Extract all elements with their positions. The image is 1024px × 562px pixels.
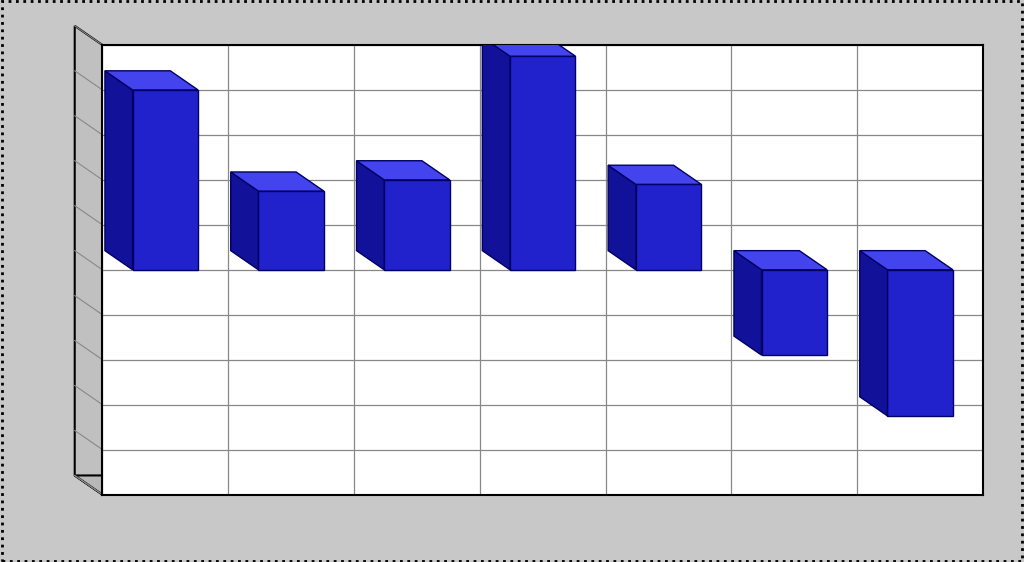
Polygon shape — [132, 90, 198, 270]
Polygon shape — [75, 26, 102, 495]
Polygon shape — [482, 37, 575, 56]
Polygon shape — [104, 71, 198, 90]
Polygon shape — [762, 270, 827, 355]
Polygon shape — [734, 251, 827, 270]
Polygon shape — [356, 161, 384, 270]
Polygon shape — [734, 251, 762, 355]
Polygon shape — [258, 191, 324, 270]
Polygon shape — [860, 251, 888, 416]
Polygon shape — [636, 184, 701, 270]
Polygon shape — [608, 165, 701, 184]
Polygon shape — [230, 172, 258, 270]
Polygon shape — [510, 56, 575, 270]
Polygon shape — [888, 270, 953, 416]
Polygon shape — [860, 251, 953, 270]
Polygon shape — [104, 71, 132, 270]
Polygon shape — [356, 161, 450, 180]
Polygon shape — [230, 172, 324, 191]
Polygon shape — [75, 475, 983, 495]
Polygon shape — [384, 180, 450, 270]
Polygon shape — [608, 165, 636, 270]
Polygon shape — [482, 37, 510, 270]
